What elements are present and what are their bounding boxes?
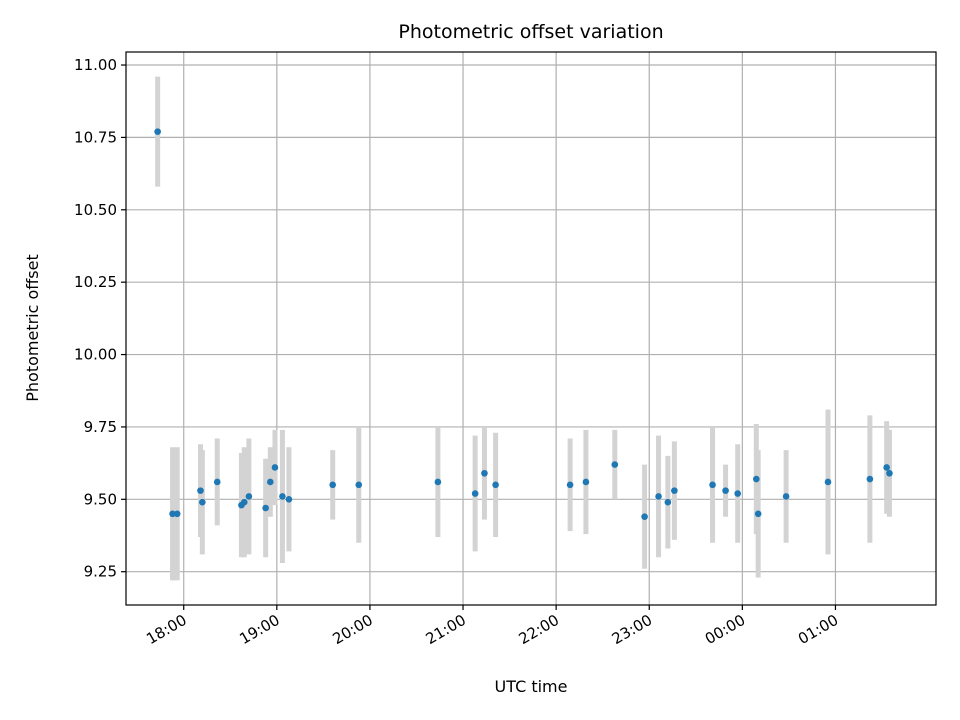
data-point: [886, 469, 893, 477]
y-axis-ticks: 9.25 9.50 9.75 10.00 10.25 10.50 10.75 11.00: [74, 56, 126, 581]
data-point: [866, 475, 874, 483]
data-point: [471, 490, 479, 497]
y-tick-label: 9.25: [84, 563, 117, 581]
data-point: [754, 510, 762, 518]
y-tick-label: 9.50: [84, 490, 117, 508]
data-point: [279, 493, 286, 500]
data-point: [734, 490, 741, 497]
data-point: [641, 513, 648, 520]
data-point: [655, 493, 662, 500]
data-point: [481, 469, 488, 477]
data-point: [199, 498, 206, 506]
plot-frame: [125, 51, 937, 606]
chart-title: Photometric offset variation: [398, 21, 663, 43]
x-axis-title: UTC time: [495, 677, 568, 696]
data-point: [753, 475, 760, 483]
data-point: [709, 481, 716, 489]
data-markers: [154, 128, 893, 520]
data-point: [566, 481, 574, 489]
y-tick-label: 11.00: [74, 56, 117, 74]
data-point: [240, 498, 248, 506]
data-point: [824, 478, 832, 486]
y-tick-label: 10.00: [74, 346, 117, 364]
data-point: [664, 498, 672, 506]
data-point: [197, 487, 204, 494]
data-point: [611, 461, 619, 468]
data-point: [722, 487, 729, 494]
data-point: [434, 478, 442, 486]
data-point: [213, 478, 221, 486]
data-point: [271, 464, 279, 471]
data-point: [883, 464, 890, 471]
data-point: [169, 510, 176, 518]
plot-area: [126, 52, 936, 605]
data-point: [267, 478, 274, 486]
data-point: [329, 481, 336, 489]
data-point: [782, 493, 790, 500]
data-point: [154, 128, 161, 135]
data-point: [671, 487, 678, 494]
data-point: [285, 496, 293, 503]
grid: [126, 52, 936, 605]
data-point: [492, 481, 499, 489]
y-tick-label: 10.75: [74, 128, 117, 146]
y-axis-title: Photometric offset: [23, 254, 42, 402]
data-point: [355, 481, 363, 489]
data-point: [582, 478, 590, 486]
data-point: [262, 504, 269, 512]
y-tick-label: 10.25: [74, 273, 117, 291]
data-point: [173, 510, 181, 518]
data-point: [245, 493, 253, 500]
y-tick-label: 10.50: [74, 201, 117, 219]
y-tick-label: 9.75: [84, 418, 117, 436]
